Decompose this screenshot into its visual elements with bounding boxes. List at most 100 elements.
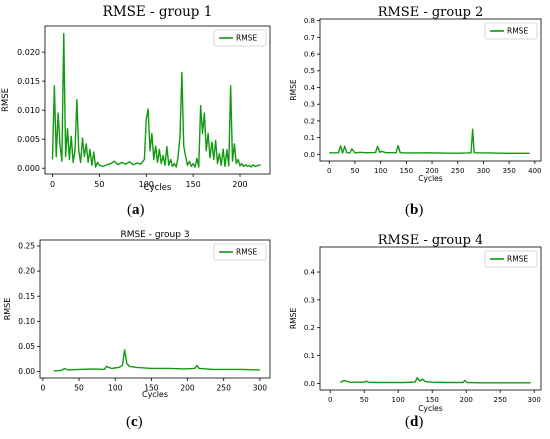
data-point [194,166,195,167]
data-point [121,162,122,163]
data-point [183,146,184,147]
data-point [208,133,209,134]
data-point [519,153,520,154]
data-point [390,152,391,153]
data-point [247,166,248,167]
data-point [472,129,473,130]
chart-panel-b: RMSE - group 2 0 50 100 150 200 250 300 350 400 0.… [283,0,550,225]
data-point [148,108,149,109]
y-tick-label: 0.3 [304,296,315,304]
data-point [359,152,360,153]
data-point [129,161,130,162]
data-point [217,163,218,164]
y-tick-label: 0.3 [304,101,315,109]
data-point [106,164,107,165]
x-axis-label: Cycles [418,404,442,413]
data-point [215,140,216,141]
data-point [379,152,380,153]
data-point [432,382,433,383]
x-axis-label: Cycles [418,174,442,183]
data-point [212,369,213,370]
data-point [118,367,119,368]
y-tick-label: 0.0 [304,380,315,388]
data-point [144,159,145,160]
y-tick-label: 0.1 [304,352,315,360]
data-point [529,153,530,154]
data-point [74,150,75,151]
data-point [256,165,257,166]
x-tick-label: 250 [451,167,464,175]
data-point [466,382,467,383]
data-point [78,369,79,370]
data-point [391,382,392,383]
data-point [478,152,479,153]
chart-panel-c: RMSE - group 3 0 50 100 150 200 250 300 0.00 0.05… [0,228,280,439]
chart-title: RMSE - group 2 [378,5,484,20]
data-point [193,163,194,164]
x-tick-label: 300 [528,396,541,404]
data-point [52,159,53,160]
y-tick-label: 0.2 [304,117,315,125]
x-tick-label: 100 [374,167,387,175]
data-point [93,151,94,152]
data-point [114,161,115,162]
data-point [340,145,341,146]
panel-label-b: (b) [405,202,424,218]
data-point [364,382,365,383]
legend-label: RMSE [236,34,257,43]
y-tick-label: 0.6 [304,51,316,59]
x-tick-label: 150 [400,167,413,175]
data-point [88,162,89,163]
data-point [153,159,154,160]
x-tick-label: 100 [108,384,123,393]
data-point [400,152,401,153]
y-tick-label: 0.005 [17,135,40,144]
x-tick-label: 100 [392,396,405,404]
x-tick-label: 300 [253,384,268,393]
data-point [329,152,330,153]
data-point [187,165,188,166]
data-point [60,370,61,371]
data-point [106,366,107,367]
chart-title: RMSE - group 1 [103,4,213,20]
y-axis-label: RMSE [1,88,11,112]
data-point [206,150,207,151]
data-point [530,382,531,383]
data-point [168,165,169,166]
y-tick-label: 0.20 [18,267,35,276]
data-point [78,150,79,151]
y-axis-label: RMSE [289,79,298,100]
data-point [179,136,180,137]
data-point [416,152,417,153]
data-point [63,33,64,34]
chart-d: RMSE - group 4 0 50 100 150 200 250 300 0.0 0.1 0.… [289,233,542,413]
x-tick-label: 50 [360,396,369,404]
data-point [226,149,227,150]
y-tick-label: 0.1 [304,134,315,142]
data-point [199,368,200,369]
x-tick-label: 0 [327,167,331,175]
data-point [71,136,72,137]
data-point [258,165,259,166]
data-point [58,112,59,113]
data-point [254,166,255,167]
data-point [239,165,240,166]
data-point [520,382,521,383]
panel-label-a: (a) [127,202,145,218]
series-line [329,128,530,155]
data-point [447,153,448,154]
plot-frame [319,18,542,162]
data-point [124,349,125,350]
data-point [224,166,225,167]
data-point [185,156,186,157]
x-tick-label: 150 [144,384,159,393]
chart-title: RMSE - group 4 [378,233,484,248]
data-point [357,382,358,383]
data-point [178,156,179,157]
data-point [196,158,197,159]
data-point [488,152,489,153]
data-point [425,381,426,382]
data-point [80,162,81,163]
data-point [498,153,499,154]
data-point [219,153,220,154]
